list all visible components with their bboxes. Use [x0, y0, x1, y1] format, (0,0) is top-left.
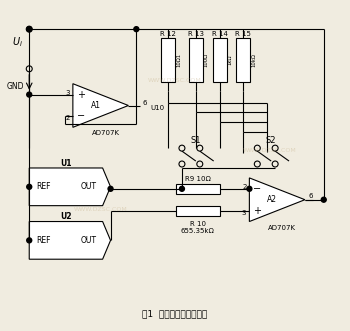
- Text: 3: 3: [242, 210, 246, 215]
- Text: 3: 3: [65, 90, 70, 96]
- Text: U10: U10: [150, 106, 164, 112]
- Text: 100Ω: 100Ω: [204, 53, 209, 67]
- Circle shape: [247, 186, 252, 191]
- Text: AD707K: AD707K: [268, 224, 296, 230]
- Text: OUT: OUT: [81, 182, 97, 191]
- Text: R 15: R 15: [236, 31, 251, 37]
- Circle shape: [27, 238, 32, 243]
- Circle shape: [254, 161, 260, 167]
- Circle shape: [179, 161, 185, 167]
- Text: 6: 6: [309, 193, 313, 199]
- Text: 655.35kΩ: 655.35kΩ: [181, 228, 215, 234]
- Text: 2: 2: [65, 116, 70, 121]
- Text: REF: REF: [36, 236, 50, 245]
- Text: −: −: [253, 184, 261, 194]
- Text: A2: A2: [267, 195, 277, 204]
- Circle shape: [321, 197, 326, 202]
- Circle shape: [134, 27, 139, 32]
- Text: REF: REF: [36, 182, 50, 191]
- Text: 2: 2: [242, 184, 246, 190]
- Circle shape: [26, 26, 32, 32]
- Text: A1: A1: [91, 101, 101, 110]
- Text: WWW.DZSC.COM: WWW.DZSC.COM: [74, 207, 127, 212]
- Circle shape: [27, 92, 32, 97]
- Bar: [237, 38, 250, 82]
- Bar: [161, 38, 175, 82]
- Circle shape: [197, 145, 203, 151]
- Circle shape: [272, 161, 278, 167]
- Circle shape: [180, 186, 184, 191]
- Text: 10Ω1: 10Ω1: [176, 53, 181, 67]
- Text: AD707K: AD707K: [92, 130, 120, 136]
- Text: R 14: R 14: [212, 31, 228, 37]
- Text: WWW.DZSC.COM: WWW.DZSC.COM: [148, 78, 202, 83]
- Text: $U_i$: $U_i$: [12, 35, 23, 49]
- Bar: [213, 38, 226, 82]
- Text: 1kΩ: 1kΩ: [228, 55, 232, 65]
- Polygon shape: [29, 221, 111, 259]
- Text: −: −: [77, 112, 85, 121]
- Text: U2: U2: [60, 212, 72, 221]
- Text: GND: GND: [7, 82, 24, 91]
- Bar: [189, 38, 203, 82]
- Circle shape: [27, 184, 32, 189]
- Text: R 10: R 10: [190, 220, 206, 226]
- Text: +: +: [253, 206, 261, 215]
- Text: 10kΩ: 10kΩ: [251, 53, 256, 67]
- Circle shape: [254, 145, 260, 151]
- Polygon shape: [29, 168, 111, 206]
- Text: 图1  可编程电阻的原理图: 图1 可编程电阻的原理图: [142, 309, 208, 318]
- Text: S1: S1: [190, 136, 201, 145]
- Polygon shape: [249, 178, 305, 221]
- Circle shape: [272, 145, 278, 151]
- Circle shape: [27, 27, 32, 32]
- Circle shape: [197, 161, 203, 167]
- Text: OUT: OUT: [81, 236, 97, 245]
- Circle shape: [108, 186, 113, 191]
- Text: WWW.DZSC.COM: WWW.DZSC.COM: [242, 148, 296, 153]
- Text: 6: 6: [142, 100, 147, 106]
- Bar: [176, 206, 219, 215]
- Text: S2: S2: [266, 136, 276, 145]
- Bar: [176, 184, 219, 194]
- Text: U1: U1: [60, 159, 72, 167]
- Text: R9 10Ω: R9 10Ω: [185, 176, 211, 182]
- Text: R 13: R 13: [188, 31, 204, 37]
- Polygon shape: [73, 84, 128, 127]
- Text: +: +: [77, 90, 85, 100]
- Circle shape: [179, 145, 185, 151]
- Circle shape: [26, 66, 32, 72]
- Text: R 12: R 12: [160, 31, 176, 37]
